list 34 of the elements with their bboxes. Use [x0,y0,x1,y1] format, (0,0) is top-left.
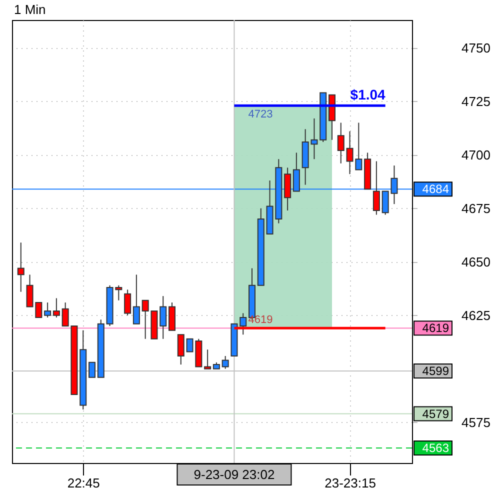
text: 4619 [422,321,450,336]
candlestick [44,302,52,318]
candlestick [337,122,344,164]
y-tick-label: 4625 [462,308,490,323]
x-tick-label: 23-23:15 [324,476,376,490]
candlestick [204,349,212,370]
y-tick-label: 4725 [462,94,490,109]
candlestick [372,160,380,216]
annotation: $1.04 [350,86,386,103]
ref-line-label: 9-23-09 23:02 [194,467,275,482]
candlestick [17,242,24,292]
candlestick [177,334,184,366]
y-tick-label: 4750 [462,40,490,56]
candlestick [168,302,176,331]
y-tick-label: 4650 [462,254,490,270]
candlestick [124,289,132,316]
y-tick-label: 4700 [462,147,490,162]
ref-line-label: 4579 [422,406,450,421]
candlestick [240,312,247,336]
candlestick [284,167,292,211]
y-tick-label: 4675 [462,200,490,216]
candlestick [222,355,229,370]
candlestick [132,274,140,324]
candlestick [88,362,96,378]
y-tick-label: 4575 [462,414,490,430]
chart-title: 1 Min [14,2,46,17]
ref-line-label: 4684 [422,182,450,196]
ref-line-label: 4619 [248,314,273,326]
candlestick [52,298,60,318]
ref-line-label: 4563 [422,441,450,456]
ref-line-label: 4599 [422,364,450,378]
x-tick-label: 22:45 [67,476,100,490]
candlestick [160,296,167,340]
annotation: 4723 [248,108,273,121]
